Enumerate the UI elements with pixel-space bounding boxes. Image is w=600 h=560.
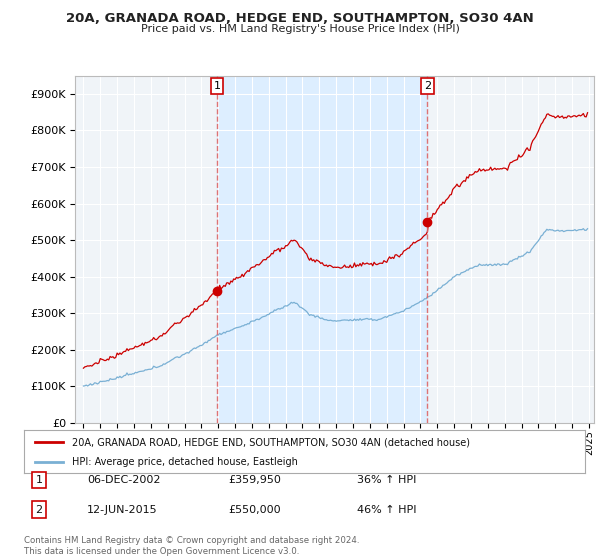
Text: £359,950: £359,950 — [228, 475, 281, 485]
Text: 36% ↑ HPI: 36% ↑ HPI — [357, 475, 416, 485]
Text: 2: 2 — [35, 505, 43, 515]
Text: 2: 2 — [424, 81, 431, 91]
Text: 46% ↑ HPI: 46% ↑ HPI — [357, 505, 416, 515]
Text: HPI: Average price, detached house, Eastleigh: HPI: Average price, detached house, East… — [71, 458, 298, 468]
Text: 20A, GRANADA ROAD, HEDGE END, SOUTHAMPTON, SO30 4AN: 20A, GRANADA ROAD, HEDGE END, SOUTHAMPTO… — [66, 12, 534, 25]
Text: 1: 1 — [35, 475, 43, 485]
Text: 1: 1 — [214, 81, 220, 91]
Text: Contains HM Land Registry data © Crown copyright and database right 2024.
This d: Contains HM Land Registry data © Crown c… — [24, 536, 359, 556]
Text: 12-JUN-2015: 12-JUN-2015 — [87, 505, 158, 515]
Text: £550,000: £550,000 — [228, 505, 281, 515]
Text: 06-DEC-2002: 06-DEC-2002 — [87, 475, 161, 485]
Text: 20A, GRANADA ROAD, HEDGE END, SOUTHAMPTON, SO30 4AN (detached house): 20A, GRANADA ROAD, HEDGE END, SOUTHAMPTO… — [71, 437, 470, 447]
Bar — [217, 76, 427, 423]
Text: Price paid vs. HM Land Registry's House Price Index (HPI): Price paid vs. HM Land Registry's House … — [140, 24, 460, 34]
